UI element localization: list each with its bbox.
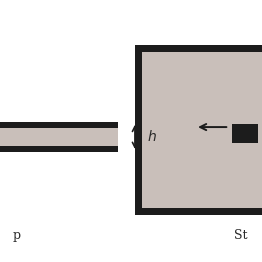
Text: $h$: $h$ (147, 129, 157, 144)
Text: St: St (234, 229, 248, 242)
Bar (0, 122, 118, 128)
Bar (232, 124, 258, 143)
Bar (0, 146, 118, 152)
Bar (135, 45, 262, 52)
Bar (135, 45, 142, 215)
Text: p: p (13, 229, 21, 242)
Bar (135, 45, 262, 215)
Bar (135, 208, 262, 215)
Bar (0, 122, 118, 152)
